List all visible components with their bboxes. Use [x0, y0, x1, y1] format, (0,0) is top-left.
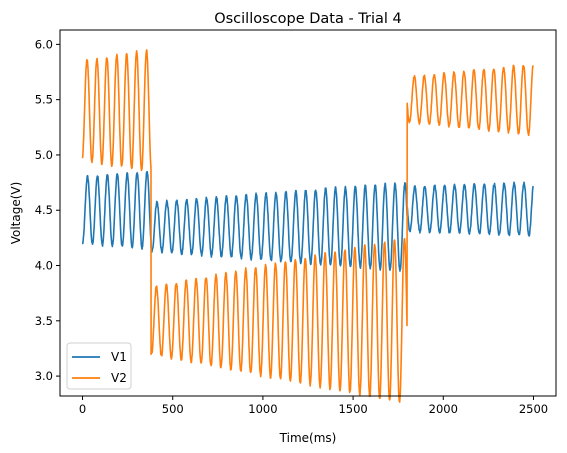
- legend: V1 V2: [66, 342, 132, 390]
- y-axis-label: Voltage(V): [9, 182, 23, 245]
- x-tick-label: 0: [79, 402, 86, 416]
- y-tick-label: 3.5: [35, 314, 53, 328]
- series-line-v2: [81, 49, 535, 403]
- y-tick-label: 5.0: [35, 148, 53, 162]
- y-tick-label: 4.0: [35, 259, 53, 273]
- x-axis-label: Time(ms): [279, 431, 337, 445]
- x-tick-label: 500: [162, 402, 184, 416]
- x-axis: 0 500 1000 1500 2000 2500: [79, 396, 548, 416]
- series-line-v1: [81, 170, 535, 272]
- y-tick-label: 4.5: [35, 203, 53, 217]
- legend-label-v2: V2: [111, 371, 127, 385]
- y-axis: 3.0 3.5 4.0 4.5 5.0 5.5 6.0: [35, 37, 60, 383]
- x-tick-label: 2000: [429, 402, 458, 416]
- x-tick-label: 2500: [519, 402, 548, 416]
- y-tick-label: 6.0: [35, 37, 53, 51]
- y-tick-label: 3.0: [35, 369, 53, 383]
- chart-title: Oscilloscope Data - Trial 4: [214, 11, 402, 27]
- x-tick-label: 1500: [338, 402, 367, 416]
- x-tick-label: 1000: [248, 402, 277, 416]
- plot-lines: [81, 49, 535, 403]
- legend-label-v1: V1: [111, 350, 127, 364]
- y-tick-label: 5.5: [35, 93, 53, 107]
- plot-frame: [59, 29, 557, 397]
